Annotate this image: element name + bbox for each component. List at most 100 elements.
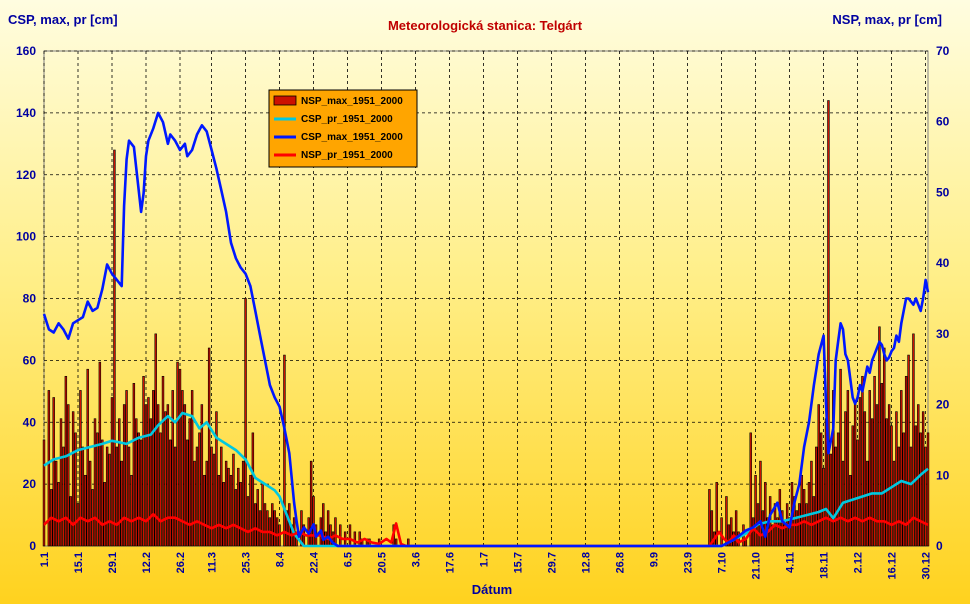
nsp-max-bar	[800, 474, 803, 547]
nsp-max-bar	[181, 390, 184, 547]
x-tick-label: 7.10	[717, 552, 729, 573]
nsp-max-bar	[334, 517, 337, 547]
x-tick-label: 22.4	[309, 551, 321, 573]
x-tick-label: 2.12	[853, 552, 865, 573]
nsp-max-bar	[829, 453, 833, 547]
nsp-max-bar	[839, 368, 842, 547]
nsp-max-bar	[207, 347, 211, 547]
nsp-max-bar	[62, 446, 65, 547]
nsp-max-bar	[178, 368, 182, 547]
nsp-max-bar	[793, 496, 796, 547]
legend-label-csp-pr: CSP_pr_1951_2000	[301, 114, 393, 125]
nsp-max-bar	[853, 404, 857, 547]
nsp-max-bar	[103, 482, 106, 547]
nsp-max-bar	[883, 347, 886, 547]
nsp-max-bar	[819, 432, 823, 547]
nsp-max-bar	[895, 411, 898, 547]
nsp-max-bar	[878, 326, 881, 547]
nsp-max-bar	[348, 524, 352, 547]
nsp-max-bar	[812, 496, 816, 547]
nsp-max-bar	[234, 489, 238, 547]
nsp-max-bar	[885, 418, 888, 547]
nsp-max-bar	[836, 432, 840, 547]
nsp-max-bar	[326, 510, 330, 547]
nsp-max-bar	[52, 397, 55, 547]
nsp-max-bar	[309, 460, 313, 547]
nsp-max-bar	[101, 439, 104, 547]
nsp-max-bar	[239, 482, 242, 547]
nsp-max-bar	[84, 474, 87, 547]
nsp-pr-line	[43, 512, 929, 548]
right-axis-title: NSP, max, pr [cm]	[832, 12, 942, 27]
nsp-max-bar	[795, 510, 799, 547]
x-tick-label: 9.9	[649, 552, 661, 567]
nsp-max-bar	[849, 474, 852, 547]
nsp-max-bar	[817, 404, 820, 547]
legend-label-nsp-max: NSP_max_1951_2000	[301, 96, 403, 107]
left-axis-title: CSP, max, pr [cm]	[8, 12, 118, 27]
grid	[43, 50, 928, 546]
nsp-max-bar	[105, 446, 109, 547]
left-y-tick-label: 40	[23, 415, 37, 429]
nsp-max-bar	[730, 517, 733, 547]
nsp-max-bar	[759, 460, 762, 547]
csp-max-line	[42, 111, 930, 548]
x-tick-label: 1.7	[479, 552, 491, 567]
x-tick-label: 18.11	[819, 552, 831, 579]
nsp-max-bar	[241, 460, 245, 547]
nsp-max-bar	[215, 411, 218, 547]
nsp-max-bar	[81, 446, 85, 547]
nsp-max-bar	[93, 418, 97, 547]
nsp-max-bar	[190, 390, 194, 547]
nsp-max-bar	[210, 446, 213, 547]
nsp-max-bar	[200, 404, 204, 547]
nsp-max-bar	[353, 531, 357, 547]
x-tick-label: 30.12	[921, 552, 933, 580]
x-tick-label: 4.11	[785, 552, 797, 573]
nsp-max-bar	[88, 460, 92, 547]
left-y-tick-label: 80	[23, 292, 37, 306]
left-y-tick-label: 160	[16, 44, 36, 58]
nsp-max-bar	[96, 432, 99, 547]
legend-label-csp-max: CSP_max_1951_2000	[301, 132, 403, 143]
nsp-max-bar	[725, 496, 728, 547]
nsp-max-bar	[229, 474, 233, 547]
nsp-max-bar	[224, 460, 228, 547]
nsp-max-bar	[919, 432, 922, 547]
nsp-max-bar	[339, 524, 342, 547]
nsp-max-bar	[904, 375, 908, 547]
nsp-max-bar	[900, 390, 903, 547]
nsp-max-bar	[147, 397, 150, 547]
nsp-max-bar	[844, 411, 847, 547]
nsp-max-bar	[186, 439, 189, 547]
nsp-max-bar	[64, 375, 68, 547]
nsp-max-bar	[776, 517, 779, 547]
nsp-max-bar	[193, 460, 196, 547]
x-tick-label: 3.6	[411, 552, 423, 567]
x-tick-label: 29.7	[547, 552, 559, 573]
right-y-tick-label: 30	[936, 327, 950, 341]
nsp-max-bar	[358, 531, 361, 547]
right-y-tick-label: 40	[936, 256, 950, 270]
nsp-max-bar	[205, 460, 208, 547]
nsp-max-bar	[118, 418, 121, 547]
nsp-max-bar	[285, 510, 289, 547]
nsp-max-bars	[42, 100, 930, 547]
right-y-tick-label: 10	[936, 468, 950, 482]
nsp-max-bar	[771, 524, 774, 547]
nsp-max-bar	[249, 474, 252, 547]
x-tick-label: 23.9	[683, 552, 695, 573]
nsp-max-bar	[912, 333, 915, 547]
nsp-max-bar	[71, 411, 75, 547]
nsp-max-bar	[217, 474, 221, 547]
x-tick-label: 11.3	[207, 552, 219, 573]
nsp-max-bar	[244, 298, 247, 547]
x-tick-label: 21.10	[751, 552, 763, 580]
nsp-max-bar	[254, 503, 257, 547]
nsp-max-bar	[851, 425, 854, 547]
nsp-max-bar	[749, 432, 752, 547]
nsp-max-bar	[834, 446, 837, 547]
x-tick-label: 26.2	[175, 552, 187, 573]
nsp-max-bar	[144, 404, 148, 547]
